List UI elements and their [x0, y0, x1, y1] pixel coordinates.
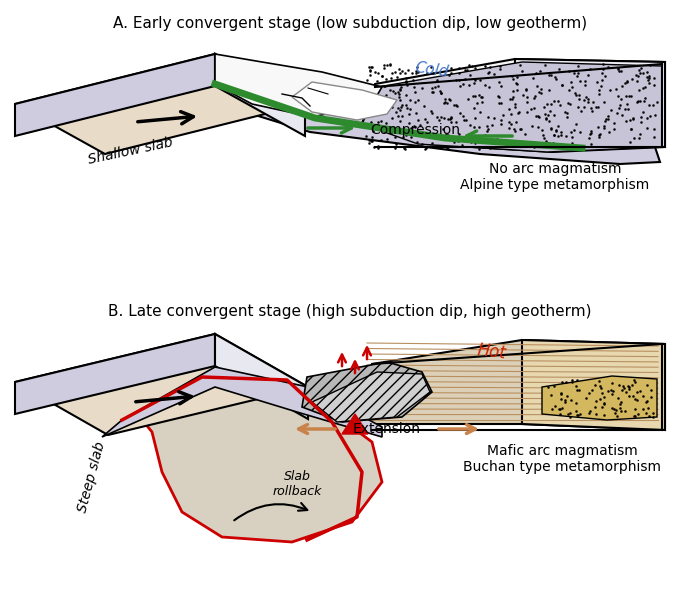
Text: Cold: Cold	[414, 60, 450, 80]
Polygon shape	[302, 362, 432, 422]
Text: Shallow slab: Shallow slab	[86, 135, 174, 167]
Polygon shape	[362, 340, 665, 430]
Text: No arc magmatism
Alpine type metamorphism: No arc magmatism Alpine type metamorphis…	[461, 162, 650, 192]
Polygon shape	[100, 86, 215, 149]
Polygon shape	[515, 59, 665, 147]
Text: B. Late convergent stage (high subduction dip, high geotherm): B. Late convergent stage (high subductio…	[108, 304, 592, 319]
Polygon shape	[342, 414, 368, 434]
Polygon shape	[215, 334, 308, 419]
Polygon shape	[102, 367, 382, 437]
Polygon shape	[15, 334, 308, 435]
Polygon shape	[15, 54, 215, 136]
Polygon shape	[102, 364, 215, 432]
Polygon shape	[312, 372, 430, 422]
Text: Mafic arc magmatism
Buchan type metamorphism: Mafic arc magmatism Buchan type metamorp…	[463, 444, 661, 474]
Polygon shape	[362, 59, 665, 152]
Text: A. Early convergent stage (low subduction dip, low geotherm): A. Early convergent stage (low subductio…	[113, 16, 587, 31]
Polygon shape	[200, 54, 660, 164]
Polygon shape	[215, 54, 305, 136]
Text: Steep slab: Steep slab	[76, 440, 108, 514]
Polygon shape	[292, 82, 397, 120]
Polygon shape	[215, 54, 382, 117]
Polygon shape	[522, 340, 665, 430]
Text: Slab
rollback: Slab rollback	[272, 470, 322, 498]
Polygon shape	[542, 376, 657, 420]
Text: Hot: Hot	[477, 342, 508, 363]
Polygon shape	[15, 334, 215, 414]
Polygon shape	[15, 54, 305, 154]
Text: Extension: Extension	[353, 422, 421, 436]
Polygon shape	[122, 364, 382, 542]
Text: Compression: Compression	[370, 123, 460, 137]
Polygon shape	[362, 62, 662, 152]
